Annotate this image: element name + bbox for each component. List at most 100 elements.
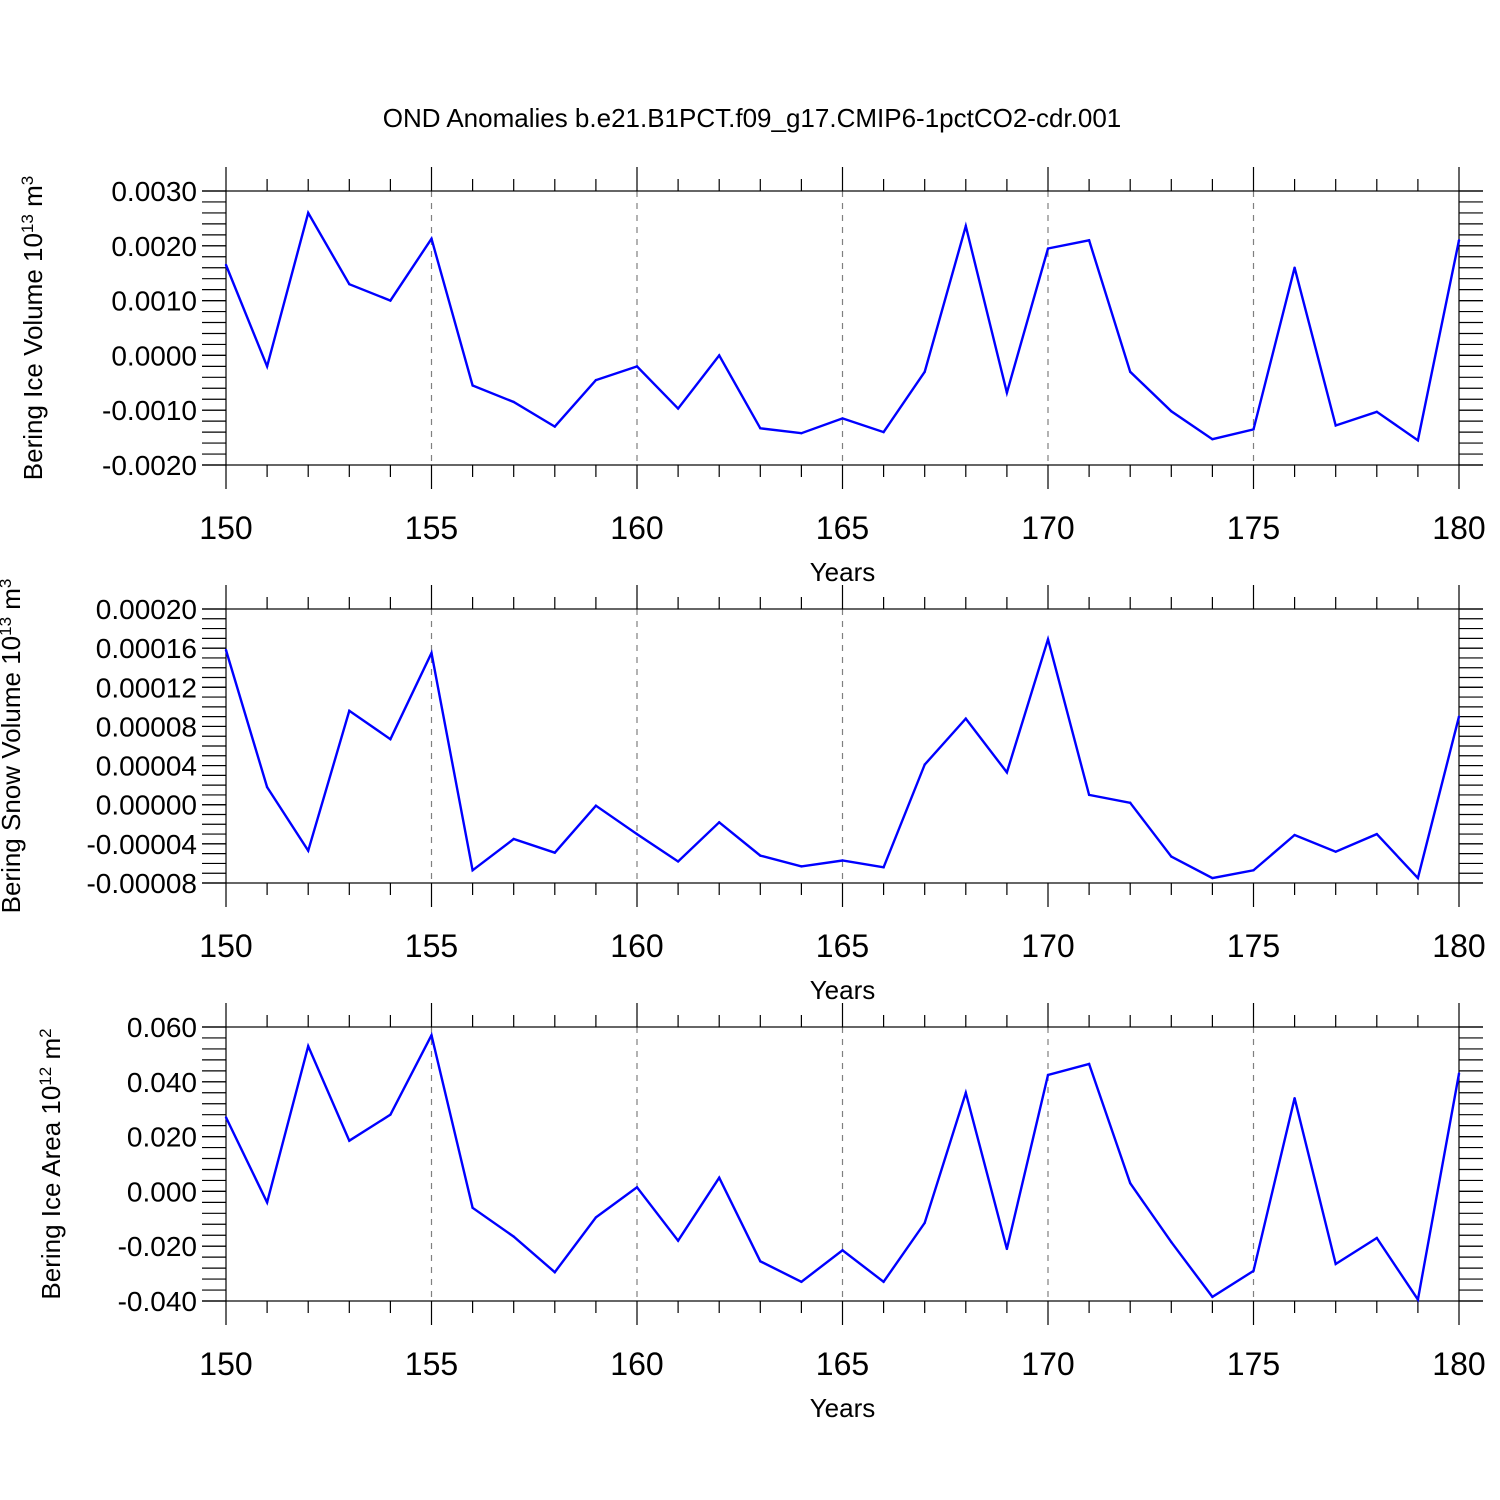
snow-volume-point-166 xyxy=(882,866,885,869)
snow-volume-point-164 xyxy=(800,865,803,868)
y-tick-label: 0.0030 xyxy=(111,176,197,207)
ice-volume-point-175 xyxy=(1252,428,1255,431)
ice-volume-point-169 xyxy=(1005,391,1009,394)
x-tick-label: 170 xyxy=(1021,510,1074,546)
ice-area-point-162 xyxy=(718,1176,721,1179)
ice-area-point-161 xyxy=(676,1239,680,1242)
x-axis-label: Years xyxy=(810,1393,876,1423)
y-tick-label: 0.00008 xyxy=(96,711,197,742)
ice-area-point-153 xyxy=(348,1139,351,1142)
ice-area-point-163 xyxy=(759,1260,762,1263)
y-axis-label-ylabel-unit-exp: 3 xyxy=(0,579,15,588)
ice-volume-point-165 xyxy=(841,417,844,420)
x-tick-label: 180 xyxy=(1432,928,1485,964)
x-tick-label: 150 xyxy=(199,1346,252,1382)
ice-area-point-156 xyxy=(471,1206,474,1210)
ice-volume-point-179 xyxy=(1416,439,1420,442)
ice-volume-point-161 xyxy=(676,407,680,410)
y-tick-label: -0.00008 xyxy=(86,868,197,899)
x-tick-label: 180 xyxy=(1432,1346,1485,1382)
y-tick-label: 0.060 xyxy=(127,1012,197,1043)
ice-volume-point-170 xyxy=(1046,247,1050,250)
x-tick-label: 160 xyxy=(610,1346,663,1382)
snow-volume-point-160 xyxy=(635,832,639,836)
snow-volume-point-173 xyxy=(1170,855,1173,858)
ice-area-point-175 xyxy=(1252,1269,1255,1273)
snow-volume-point-175 xyxy=(1252,869,1255,872)
y-axis-label: Bering Ice Area 1012 m2 xyxy=(36,1028,67,1299)
snow-volume-point-174 xyxy=(1211,876,1214,880)
snow-volume-point-170 xyxy=(1046,638,1050,641)
x-axis-label: Years xyxy=(810,557,876,587)
snow-volume-point-152 xyxy=(307,849,310,852)
ice-area-point-172 xyxy=(1129,1181,1132,1185)
ice-volume-point-167 xyxy=(923,370,926,374)
ice-area-point-155 xyxy=(430,1034,433,1037)
x-tick-label: 175 xyxy=(1227,510,1280,546)
ice-volume-point-176 xyxy=(1293,266,1296,269)
ice-volume-point-180 xyxy=(1457,239,1461,242)
ice-volume-point-159 xyxy=(594,378,598,382)
y-tick-label: -0.00004 xyxy=(86,829,197,860)
snow-volume-point-171 xyxy=(1087,793,1091,797)
x-tick-label: 160 xyxy=(610,510,663,546)
snow-volume-point-162 xyxy=(718,821,721,824)
ice-volume-point-153 xyxy=(348,282,351,286)
y-tick-label: -0.020 xyxy=(118,1231,197,1262)
ice-area-point-179 xyxy=(1416,1298,1420,1301)
y-tick-label: 0.00012 xyxy=(96,672,197,703)
y-tick-label: 0.0000 xyxy=(111,340,197,371)
y-tick-label: 0.020 xyxy=(127,1122,197,1153)
ice-volume-panel: -0.0020 -0.0010 0.0000 0.0010 0.0020 0.0030 15… xyxy=(18,167,1486,587)
ice-volume-point-172 xyxy=(1129,370,1132,374)
y-tick-label: 0.000 xyxy=(127,1176,197,1207)
y-tick-label: 0.00020 xyxy=(96,594,197,625)
y-tick-label: -0.040 xyxy=(118,1286,197,1317)
y-axis-label: Bering Ice Volume 1013 m3 xyxy=(18,176,49,480)
y-axis-label-ylabel-main: Bering Ice Area 10 xyxy=(36,1086,66,1300)
y-axis-label-ylabel-unit-exp: 2 xyxy=(36,1028,55,1037)
y-tick-label: -0.0010 xyxy=(102,395,197,426)
ice-area-point-157 xyxy=(512,1235,515,1238)
ice-volume-point-152 xyxy=(307,211,310,215)
x-tick-label: 165 xyxy=(816,510,869,546)
ice-area-point-159 xyxy=(594,1216,598,1219)
ice-area-point-160 xyxy=(635,1186,639,1189)
ice-area-point-150 xyxy=(224,1116,228,1119)
snow-volume-point-159 xyxy=(594,804,598,807)
snow-volume-point-161 xyxy=(676,860,680,863)
y-axis-label-ylabel-exp: 13 xyxy=(18,214,37,233)
ice-area-point-177 xyxy=(1334,1262,1337,1266)
ice-area-point-171 xyxy=(1087,1062,1091,1066)
ice-volume-point-155 xyxy=(430,237,433,240)
ice-area-point-173 xyxy=(1170,1240,1173,1244)
y-axis-label-ylabel-exp: 13 xyxy=(0,617,15,636)
ice-volume-point-154 xyxy=(389,299,392,302)
snow-volume-point-180 xyxy=(1457,715,1461,718)
y-axis-label-ylabel-unit-exp: 3 xyxy=(18,176,37,185)
ice-volume-point-151 xyxy=(265,365,269,368)
snow-volume-point-154 xyxy=(389,737,392,741)
ice-volume-point-164 xyxy=(800,432,803,435)
x-tick-label: 175 xyxy=(1227,928,1280,964)
x-tick-label: 170 xyxy=(1021,928,1074,964)
y-tick-label: 0.00000 xyxy=(96,790,197,821)
ice-area-point-165 xyxy=(841,1249,844,1252)
ice-volume-point-174 xyxy=(1211,438,1214,441)
snow-volume-point-165 xyxy=(841,859,844,862)
snow-volume-point-163 xyxy=(759,854,762,857)
ice-volume-point-173 xyxy=(1170,410,1173,413)
ice-volume-point-178 xyxy=(1375,410,1379,414)
snow-volume-point-168 xyxy=(964,717,967,720)
y-tick-label: 0.00016 xyxy=(96,633,197,664)
ice-volume-point-166 xyxy=(882,430,885,434)
y-tick-label: 0.0020 xyxy=(111,231,197,262)
ice-area-point-158 xyxy=(553,1271,556,1274)
x-tick-label: 150 xyxy=(199,928,252,964)
ice-area-point-154 xyxy=(389,1113,392,1116)
x-tick-label: 165 xyxy=(816,928,869,964)
x-tick-label: 155 xyxy=(405,928,458,964)
snow-volume-point-153 xyxy=(348,709,351,712)
snow-volume-point-179 xyxy=(1416,876,1420,880)
